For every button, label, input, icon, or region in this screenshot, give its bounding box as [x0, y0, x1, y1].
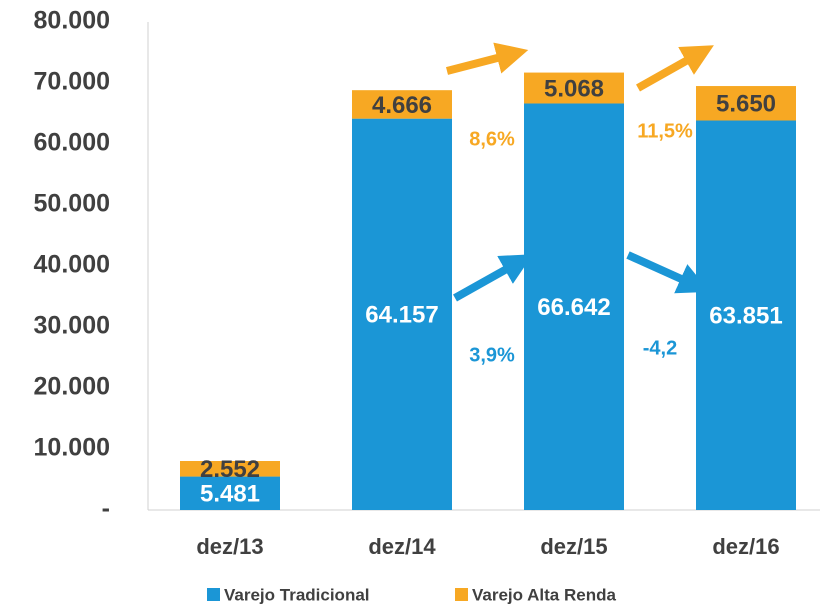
- annotation: 3,9%: [469, 344, 515, 366]
- y-tick-label: 30.000: [34, 312, 110, 340]
- bar-segment: [352, 118, 452, 510]
- value-label: 5.481: [200, 481, 260, 508]
- value-label: 4.666: [372, 92, 432, 119]
- arrow: [453, 254, 533, 302]
- bar-segment: [696, 120, 796, 510]
- bar-segment: [524, 103, 624, 511]
- y-tick-label: 10.000: [34, 434, 110, 462]
- legend-swatch: [455, 588, 468, 601]
- value-label: 5.650: [716, 91, 776, 118]
- value-label: 5.068: [544, 75, 604, 102]
- y-tick-label: 20.000: [34, 373, 110, 401]
- value-label: 64.157: [365, 302, 438, 329]
- bar-segment: [524, 72, 624, 104]
- arrows: [445, 42, 714, 302]
- bar-segment: [180, 476, 280, 510]
- y-tick-label: 40.000: [34, 251, 110, 279]
- x-tick-label: dez/14: [368, 534, 436, 559]
- annotation: 11,5%: [637, 120, 693, 142]
- legend-swatch: [207, 588, 220, 601]
- value-label: 2.552: [200, 456, 260, 483]
- value-label: 66.642: [537, 294, 610, 321]
- y-tick-label: 50.000: [34, 190, 110, 218]
- bar-segment: [696, 86, 796, 121]
- y-tick-label: 80.000: [34, 7, 110, 35]
- arrow: [626, 251, 710, 294]
- legend-label: Varejo Alta Renda: [472, 585, 616, 604]
- y-tick-label: -: [102, 495, 110, 523]
- x-tick-label: dez/16: [712, 534, 779, 559]
- bar-segment: [180, 460, 280, 477]
- y-tick-label: 70.000: [34, 68, 110, 96]
- arrow: [445, 42, 529, 75]
- value-label: 63.851: [709, 303, 782, 330]
- bar-segment: [352, 90, 452, 119]
- y-tick-label: 60.000: [34, 129, 110, 157]
- annotation: 8,6%: [469, 128, 515, 150]
- arrow: [636, 45, 714, 92]
- legend-label: Varejo Tradicional: [224, 585, 370, 604]
- x-tick-label: dez/13: [196, 534, 263, 559]
- x-tick-label: dez/15: [540, 534, 607, 559]
- annotation: -4,2: [643, 337, 677, 359]
